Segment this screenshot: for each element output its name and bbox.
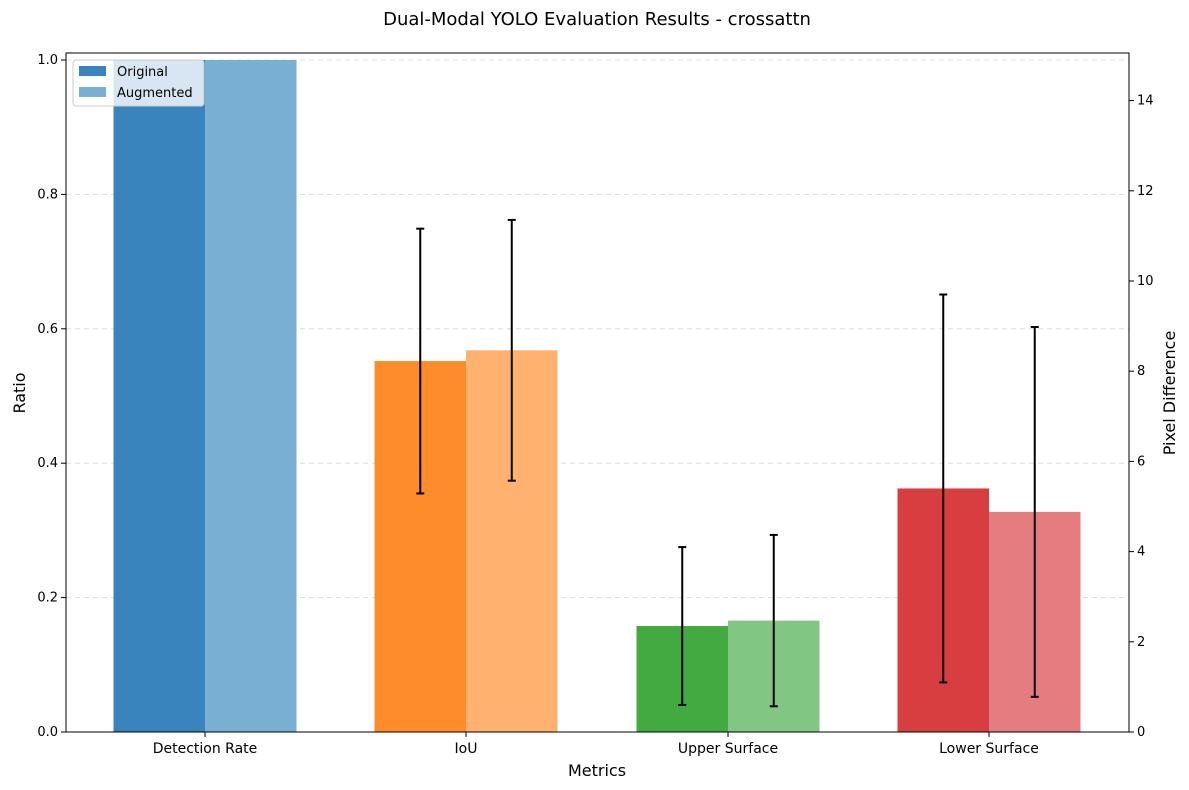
y-tick-label: 0.2 <box>37 591 58 606</box>
y2-axis-label: Pixel Difference <box>1160 331 1179 456</box>
y-tick-label: 0.4 <box>37 456 58 471</box>
legend-swatch-original <box>79 66 106 76</box>
left-axis: 0.0 0.2 0.4 0.6 0.8 1.0 <box>37 53 66 740</box>
y2-tick-label: 0 <box>1137 725 1145 740</box>
legend-label-augmented: Augmented <box>117 86 193 101</box>
y2-tick-label: 8 <box>1137 364 1145 379</box>
y-tick-label: 0.8 <box>37 187 58 202</box>
error-bars-group <box>416 218 1039 708</box>
y2-tick-label: 10 <box>1137 274 1154 289</box>
bar <box>205 60 297 732</box>
x-axis: Detection Rate IoU Upper Surface Lower Surf… <box>153 732 1039 757</box>
legend: Original Augmented <box>72 59 205 107</box>
y-tick-label: 0.6 <box>37 322 58 337</box>
legend-label-original: Original <box>117 65 168 80</box>
y2-tick-label: 2 <box>1137 635 1145 650</box>
x-tick-label: Detection Rate <box>153 741 258 757</box>
chart-title: Dual-Modal YOLO Evaluation Results - cro… <box>383 9 811 30</box>
y2-tick-label: 4 <box>1137 545 1145 560</box>
y2-tick-label: 6 <box>1137 454 1145 469</box>
y2-tick-label: 12 <box>1137 184 1154 199</box>
x-tick-label: IoU <box>455 741 478 757</box>
right-axis: 0 2 4 6 8 10 12 14 <box>1129 94 1154 740</box>
x-tick-label: Lower Surface <box>939 741 1039 757</box>
y-tick-label: 1.0 <box>37 53 58 68</box>
y-axis-label: Ratio <box>10 372 29 413</box>
x-tick-label: Upper Surface <box>678 741 778 757</box>
y2-tick-label: 14 <box>1137 94 1154 109</box>
bar <box>113 60 205 732</box>
bars-group <box>113 60 1081 732</box>
x-axis-label: Metrics <box>568 761 626 780</box>
plot-frame <box>65 52 1130 733</box>
y-tick-label: 0.0 <box>37 725 58 740</box>
legend-swatch-augmented <box>79 87 106 97</box>
